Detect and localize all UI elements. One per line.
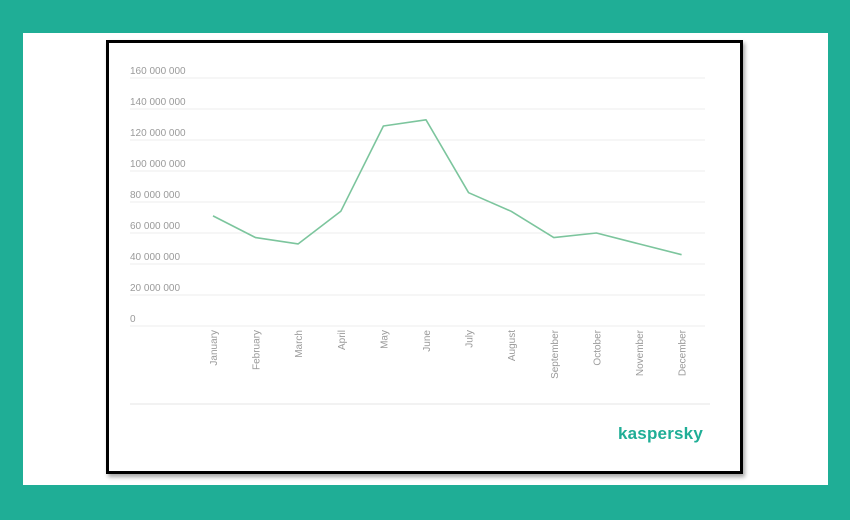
x-tick-label: September xyxy=(550,329,561,379)
y-tick-label: 80 000 000 xyxy=(130,190,180,201)
series-line xyxy=(212,119,682,256)
x-tick-label: November xyxy=(635,329,646,376)
y-axis-ticks: 0 20 000 000 40 000 000 60 000 000 80 000 00… xyxy=(130,66,186,325)
x-axis-ticks: January February March April May June July Augu… xyxy=(209,329,689,379)
y-tick-label: 20 000 000 xyxy=(130,283,180,294)
y-tick-label: 120 000 000 xyxy=(130,128,186,139)
y-tick-label: 60 000 000 xyxy=(130,221,180,232)
x-tick-label: August xyxy=(507,330,518,361)
y-tick-label: 0 xyxy=(130,314,136,325)
y-tick-label: 40 000 000 xyxy=(130,252,180,263)
x-tick-label: April xyxy=(337,330,348,350)
x-tick-label: June xyxy=(422,330,433,352)
x-tick-label: October xyxy=(592,329,603,365)
x-tick-label: July xyxy=(465,330,476,348)
y-tick-label: 100 000 000 xyxy=(130,159,186,170)
chart-frame xyxy=(106,40,743,474)
x-tick-label: February xyxy=(252,330,263,370)
x-tick-label: May xyxy=(379,330,390,349)
x-tick-label: January xyxy=(209,330,220,366)
gridlines xyxy=(130,77,705,327)
x-tick-label: March xyxy=(294,330,305,358)
y-tick-label: 140 000 000 xyxy=(130,97,186,108)
x-tick-label: December xyxy=(678,329,689,376)
y-tick-label: 160 000 000 xyxy=(130,66,186,77)
kaspersky-logo: kaspersky xyxy=(618,424,703,443)
